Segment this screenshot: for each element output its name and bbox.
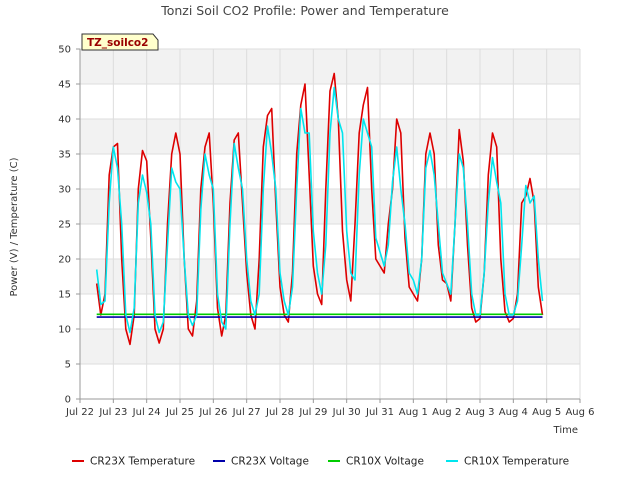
legend-label: CR10X Voltage (346, 456, 424, 468)
grid (79, 48, 581, 400)
y-tick-label: 40 (58, 115, 71, 126)
y-tick-label: 35 (58, 150, 71, 161)
x-tick-label: Jul 27 (232, 407, 261, 418)
x-tick-label: Aug 5 (532, 407, 561, 418)
y-tick-labels: 0 5 10 15 20 25 30 35 40 45 50 (58, 45, 80, 406)
y-tick-label: 10 (58, 325, 71, 336)
legend-item-cr23x-voltage: CR23X Voltage (213, 456, 309, 468)
x-tick-label: Jul 29 (298, 407, 327, 418)
x-tick-labels: Jul 22 Jul 23 Jul 24 Jul 25 Jul 26 Jul 27 Jul … (65, 399, 595, 418)
series-line-cr10x-temperature (95, 86, 544, 334)
x-tick-label: Aug 1 (399, 407, 428, 418)
y-tick-label: 50 (58, 45, 71, 56)
legend-item-cr23x-temperature: CR23X Temperature (72, 456, 195, 468)
x-tick-label: Jul 23 (98, 407, 127, 418)
x-tick-label: Jul 22 (65, 407, 94, 418)
legend-label: CR23X Temperature (90, 456, 195, 468)
y-tick-label: 45 (58, 80, 71, 91)
y-tick-label: 20 (58, 255, 71, 266)
x-tick-label: Aug 3 (465, 407, 494, 418)
y-tick-label: 30 (58, 185, 71, 196)
grid-band (80, 259, 580, 294)
site-tag-text: TZ_soilco2 (87, 37, 148, 49)
y-axis-label: Power (V) / Temperature (C) (9, 157, 20, 296)
legend-item-cr10x-temperature: CR10X Temperature (446, 456, 569, 468)
series-layer (95, 72, 544, 346)
x-axis-label: Time (553, 425, 578, 436)
legend-item-cr10x-voltage: CR10X Voltage (328, 456, 424, 468)
x-tick-label: Aug 6 (565, 407, 594, 418)
site-tag-box (81, 33, 159, 51)
x-tick-label: Aug 4 (499, 407, 528, 418)
x-tick-label: Jul 24 (132, 407, 161, 418)
grid-band (80, 49, 580, 84)
grid-band (80, 189, 580, 224)
chart-title: Tonzi Soil CO2 Profile: Power and Temper… (160, 3, 449, 18)
x-tick-label: Jul 30 (332, 407, 361, 418)
grid-band (80, 329, 580, 364)
y-tick-label: 0 (65, 395, 71, 406)
y-tick-label: 25 (58, 220, 71, 231)
x-tick-label: Jul 31 (365, 407, 394, 418)
x-tick-label: Jul 28 (265, 407, 294, 418)
site-tag: TZ_soilco2 (81, 33, 159, 51)
x-tick-label: Jul 26 (198, 407, 227, 418)
legend-label: CR23X Voltage (231, 456, 309, 468)
x-tick-label: Jul 25 (165, 407, 194, 418)
y-tick-label: 5 (65, 360, 71, 371)
series-line-cr23x-temperature (95, 72, 544, 346)
x-tick-label: Aug 2 (432, 407, 461, 418)
legend-label: CR10X Temperature (464, 456, 569, 468)
legend: CR23X Temperature CR23X Voltage CR10X Volt… (72, 456, 569, 468)
y-tick-label: 15 (58, 290, 71, 301)
